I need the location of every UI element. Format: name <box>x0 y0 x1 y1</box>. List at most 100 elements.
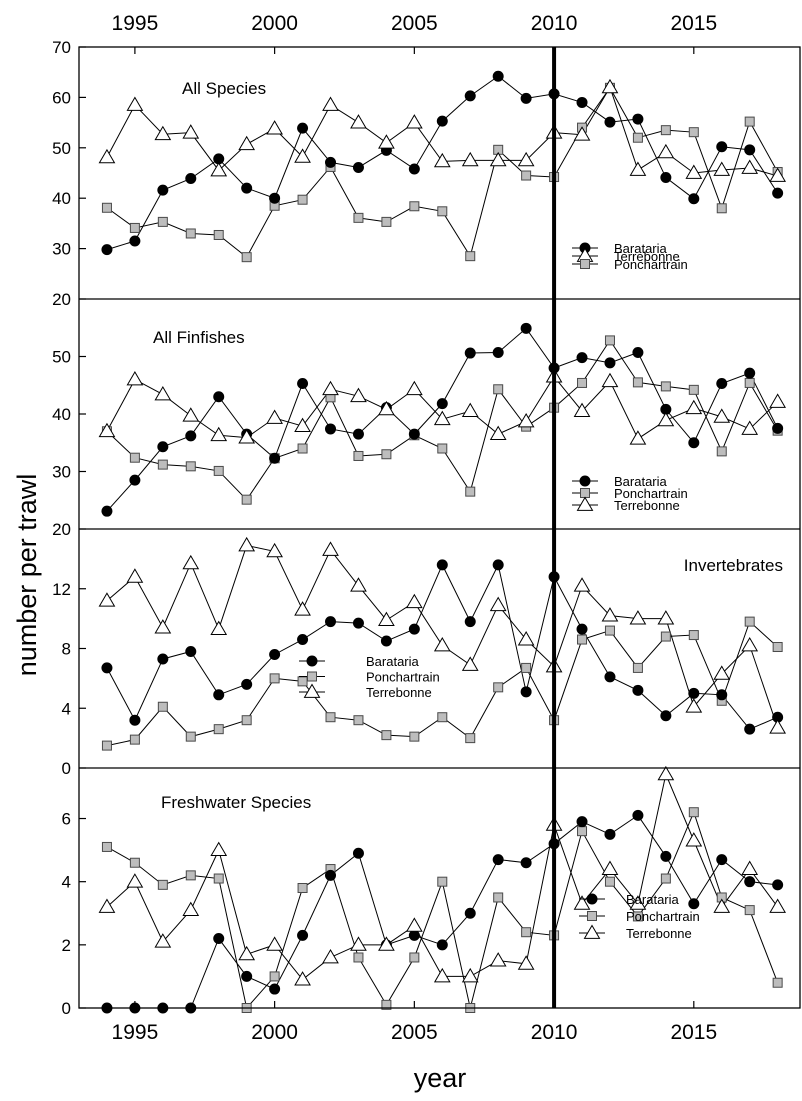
data-point-all-finfishes-barataria-2009 <box>520 322 532 334</box>
panel-title-freshwater-species: Freshwater Species <box>161 793 311 812</box>
series-points-all-species-terrebonne <box>98 78 787 182</box>
data-point-all-finfishes-terrebonne-1999 <box>238 429 256 444</box>
data-point-freshwater-species-ponchartrain-2003 <box>353 952 364 963</box>
data-point-all-species-ponchartrain-2015 <box>688 127 699 138</box>
top-year-label-2005: 2005 <box>391 12 438 35</box>
data-point-all-species-terrebonne-1995 <box>126 96 144 111</box>
data-point-all-species-terrebonne-2018 <box>769 167 787 182</box>
data-point-invertebrates-terrebonne-2008 <box>489 596 507 612</box>
data-point-freshwater-species-ponchartrain-2017 <box>744 905 755 916</box>
data-point-all-finfishes-barataria-1994 <box>101 505 113 517</box>
data-point-all-species-ponchartrain-2017 <box>744 116 755 127</box>
data-point-all-species-terrebonne-1996 <box>154 125 172 141</box>
y-tick-label-all-species-70: 70 <box>52 38 71 57</box>
legend-marker-invertebrates-ponchartrain <box>307 671 317 682</box>
data-point-freshwater-species-terrebonne-2003 <box>350 936 367 951</box>
data-point-all-species-barataria-2014 <box>660 172 672 184</box>
data-point-freshwater-species-terrebonne-2015 <box>685 832 703 847</box>
data-point-freshwater-species-terrebonne-2016 <box>713 898 731 913</box>
data-point-freshwater-species-terrebonne-1997 <box>182 901 200 917</box>
data-point-invertebrates-terrebonne-2003 <box>350 577 367 592</box>
data-point-freshwater-species-ponchartrain-2018 <box>772 977 783 988</box>
data-point-invertebrates-barataria-2005 <box>408 623 420 635</box>
data-point-all-finfishes-barataria-2013 <box>632 346 644 358</box>
data-point-invertebrates-ponchartrain-1996 <box>157 701 168 712</box>
data-point-all-finfishes-terrebonne-2008 <box>489 425 507 441</box>
data-point-invertebrates-terrebonne-2009 <box>517 631 535 646</box>
y-axis-title: number per trawl <box>12 474 42 677</box>
bottom-year-label-1995: 1995 <box>112 1021 159 1044</box>
data-point-freshwater-species-ponchartrain-2011 <box>577 826 588 837</box>
data-point-all-finfishes-barataria-2008 <box>492 346 504 358</box>
data-point-all-finfishes-barataria-1996 <box>157 441 169 453</box>
legend-label-all-finfishes-terrebonne: Terrebonne <box>614 498 680 513</box>
data-point-freshwater-species-barataria-2007 <box>464 907 476 919</box>
data-point-all-finfishes-ponchartrain-2008 <box>493 384 504 395</box>
data-point-invertebrates-ponchartrain-2003 <box>353 715 364 726</box>
data-point-all-species-terrebonne-2002 <box>322 96 339 111</box>
data-point-all-species-terrebonne-2008 <box>489 151 507 167</box>
data-point-invertebrates-ponchartrain-2009 <box>521 662 532 673</box>
data-point-all-species-ponchartrain-2005 <box>409 201 420 212</box>
data-point-invertebrates-barataria-2012 <box>604 671 616 683</box>
data-point-invertebrates-ponchartrain-2006 <box>437 712 448 723</box>
data-point-all-finfishes-ponchartrain-2011 <box>577 377 588 388</box>
data-point-freshwater-species-barataria-2016 <box>716 854 728 866</box>
series-points-all-finfishes-barataria <box>101 322 784 517</box>
data-point-invertebrates-terrebonne-1996 <box>154 619 172 634</box>
data-point-freshwater-species-ponchartrain-2012 <box>604 876 615 887</box>
data-point-all-finfishes-barataria-2001 <box>297 378 309 390</box>
data-point-all-finfishes-barataria-2017 <box>744 367 756 379</box>
data-point-freshwater-species-ponchartrain-2013 <box>632 911 643 922</box>
data-point-invertebrates-ponchartrain-1994 <box>101 740 112 751</box>
data-point-freshwater-species-terrebonne-1998 <box>210 841 228 857</box>
y-tick-label-all-finfishes-50: 50 <box>52 348 71 367</box>
data-point-all-finfishes-terrebonne-2001 <box>294 417 311 432</box>
series-line-all-species-ponchartrain <box>106 86 779 258</box>
panel-all-finfishes: 20 30 40 50 All Finfishes BaratariaPonchartra… <box>52 322 787 539</box>
data-point-freshwater-species-barataria-2017 <box>744 876 756 888</box>
legend-marker-all-finfishes-ponchartrain <box>580 488 590 498</box>
data-point-all-finfishes-ponchartrain-1999 <box>241 494 252 505</box>
data-point-all-species-terrebonne-2006 <box>433 152 451 168</box>
data-point-all-finfishes-ponchartrain-2006 <box>437 443 448 454</box>
bottom-year-label-2015: 2015 <box>670 1021 717 1044</box>
data-point-all-finfishes-terrebonne-2014 <box>657 411 675 427</box>
panel-title-invertebrates: Invertebrates <box>684 556 783 575</box>
data-point-all-species-terrebonne-2001 <box>294 148 311 163</box>
top-year-label-1995: 1995 <box>112 12 159 35</box>
data-point-invertebrates-barataria-2015 <box>688 687 700 699</box>
data-point-all-species-barataria-2006 <box>436 115 448 127</box>
data-point-all-finfishes-ponchartrain-1995 <box>129 452 140 463</box>
y-tick-label-all-species-60: 60 <box>52 88 71 107</box>
legend-marker-freshwater-species-barataria <box>586 893 598 905</box>
legend-label-all-species-ponchartrain: Ponchartrain <box>614 257 688 272</box>
data-point-invertebrates-barataria-1998 <box>213 689 225 701</box>
data-point-all-species-ponchartrain-2006 <box>437 206 448 217</box>
data-point-all-species-barataria-2016 <box>716 141 728 153</box>
data-point-freshwater-species-ponchartrain-2006 <box>437 876 448 887</box>
data-point-invertebrates-terrebonne-1997 <box>182 554 200 570</box>
data-point-freshwater-species-terrebonne-1995 <box>126 873 144 888</box>
data-point-all-species-terrebonne-1998 <box>210 161 228 177</box>
legend-label-all-finfishes-barataria: Barataria <box>614 474 668 489</box>
data-point-all-species-ponchartrain-2001 <box>297 194 308 205</box>
data-point-freshwater-species-barataria-2012 <box>604 828 616 840</box>
data-point-invertebrates-barataria-1994 <box>101 662 113 674</box>
data-point-all-species-terrebonne-1999 <box>238 135 256 151</box>
data-point-invertebrates-ponchartrain-2017 <box>744 616 755 627</box>
panel-freshwater-species: 0 2 4 6 Freshwater Species Barataria Ponchartr… <box>62 765 787 1018</box>
data-point-freshwater-species-barataria-2009 <box>520 857 532 869</box>
data-point-freshwater-species-barataria-2000 <box>269 983 281 995</box>
top-year-label-2010: 2010 <box>531 12 578 35</box>
series-points-freshwater-species-barataria <box>101 809 784 1014</box>
data-point-invertebrates-ponchartrain-2002 <box>325 712 336 723</box>
data-point-invertebrates-terrebonne-2006 <box>433 637 451 652</box>
series-points-all-species-ponchartrain <box>101 82 783 263</box>
series-points-freshwater-species-terrebonne <box>98 765 787 986</box>
data-point-invertebrates-barataria-1996 <box>157 653 169 665</box>
data-point-all-finfishes-barataria-2018 <box>772 422 784 434</box>
data-point-all-species-barataria-1995 <box>129 235 141 247</box>
data-point-freshwater-species-terrebonne-1996 <box>154 933 172 948</box>
